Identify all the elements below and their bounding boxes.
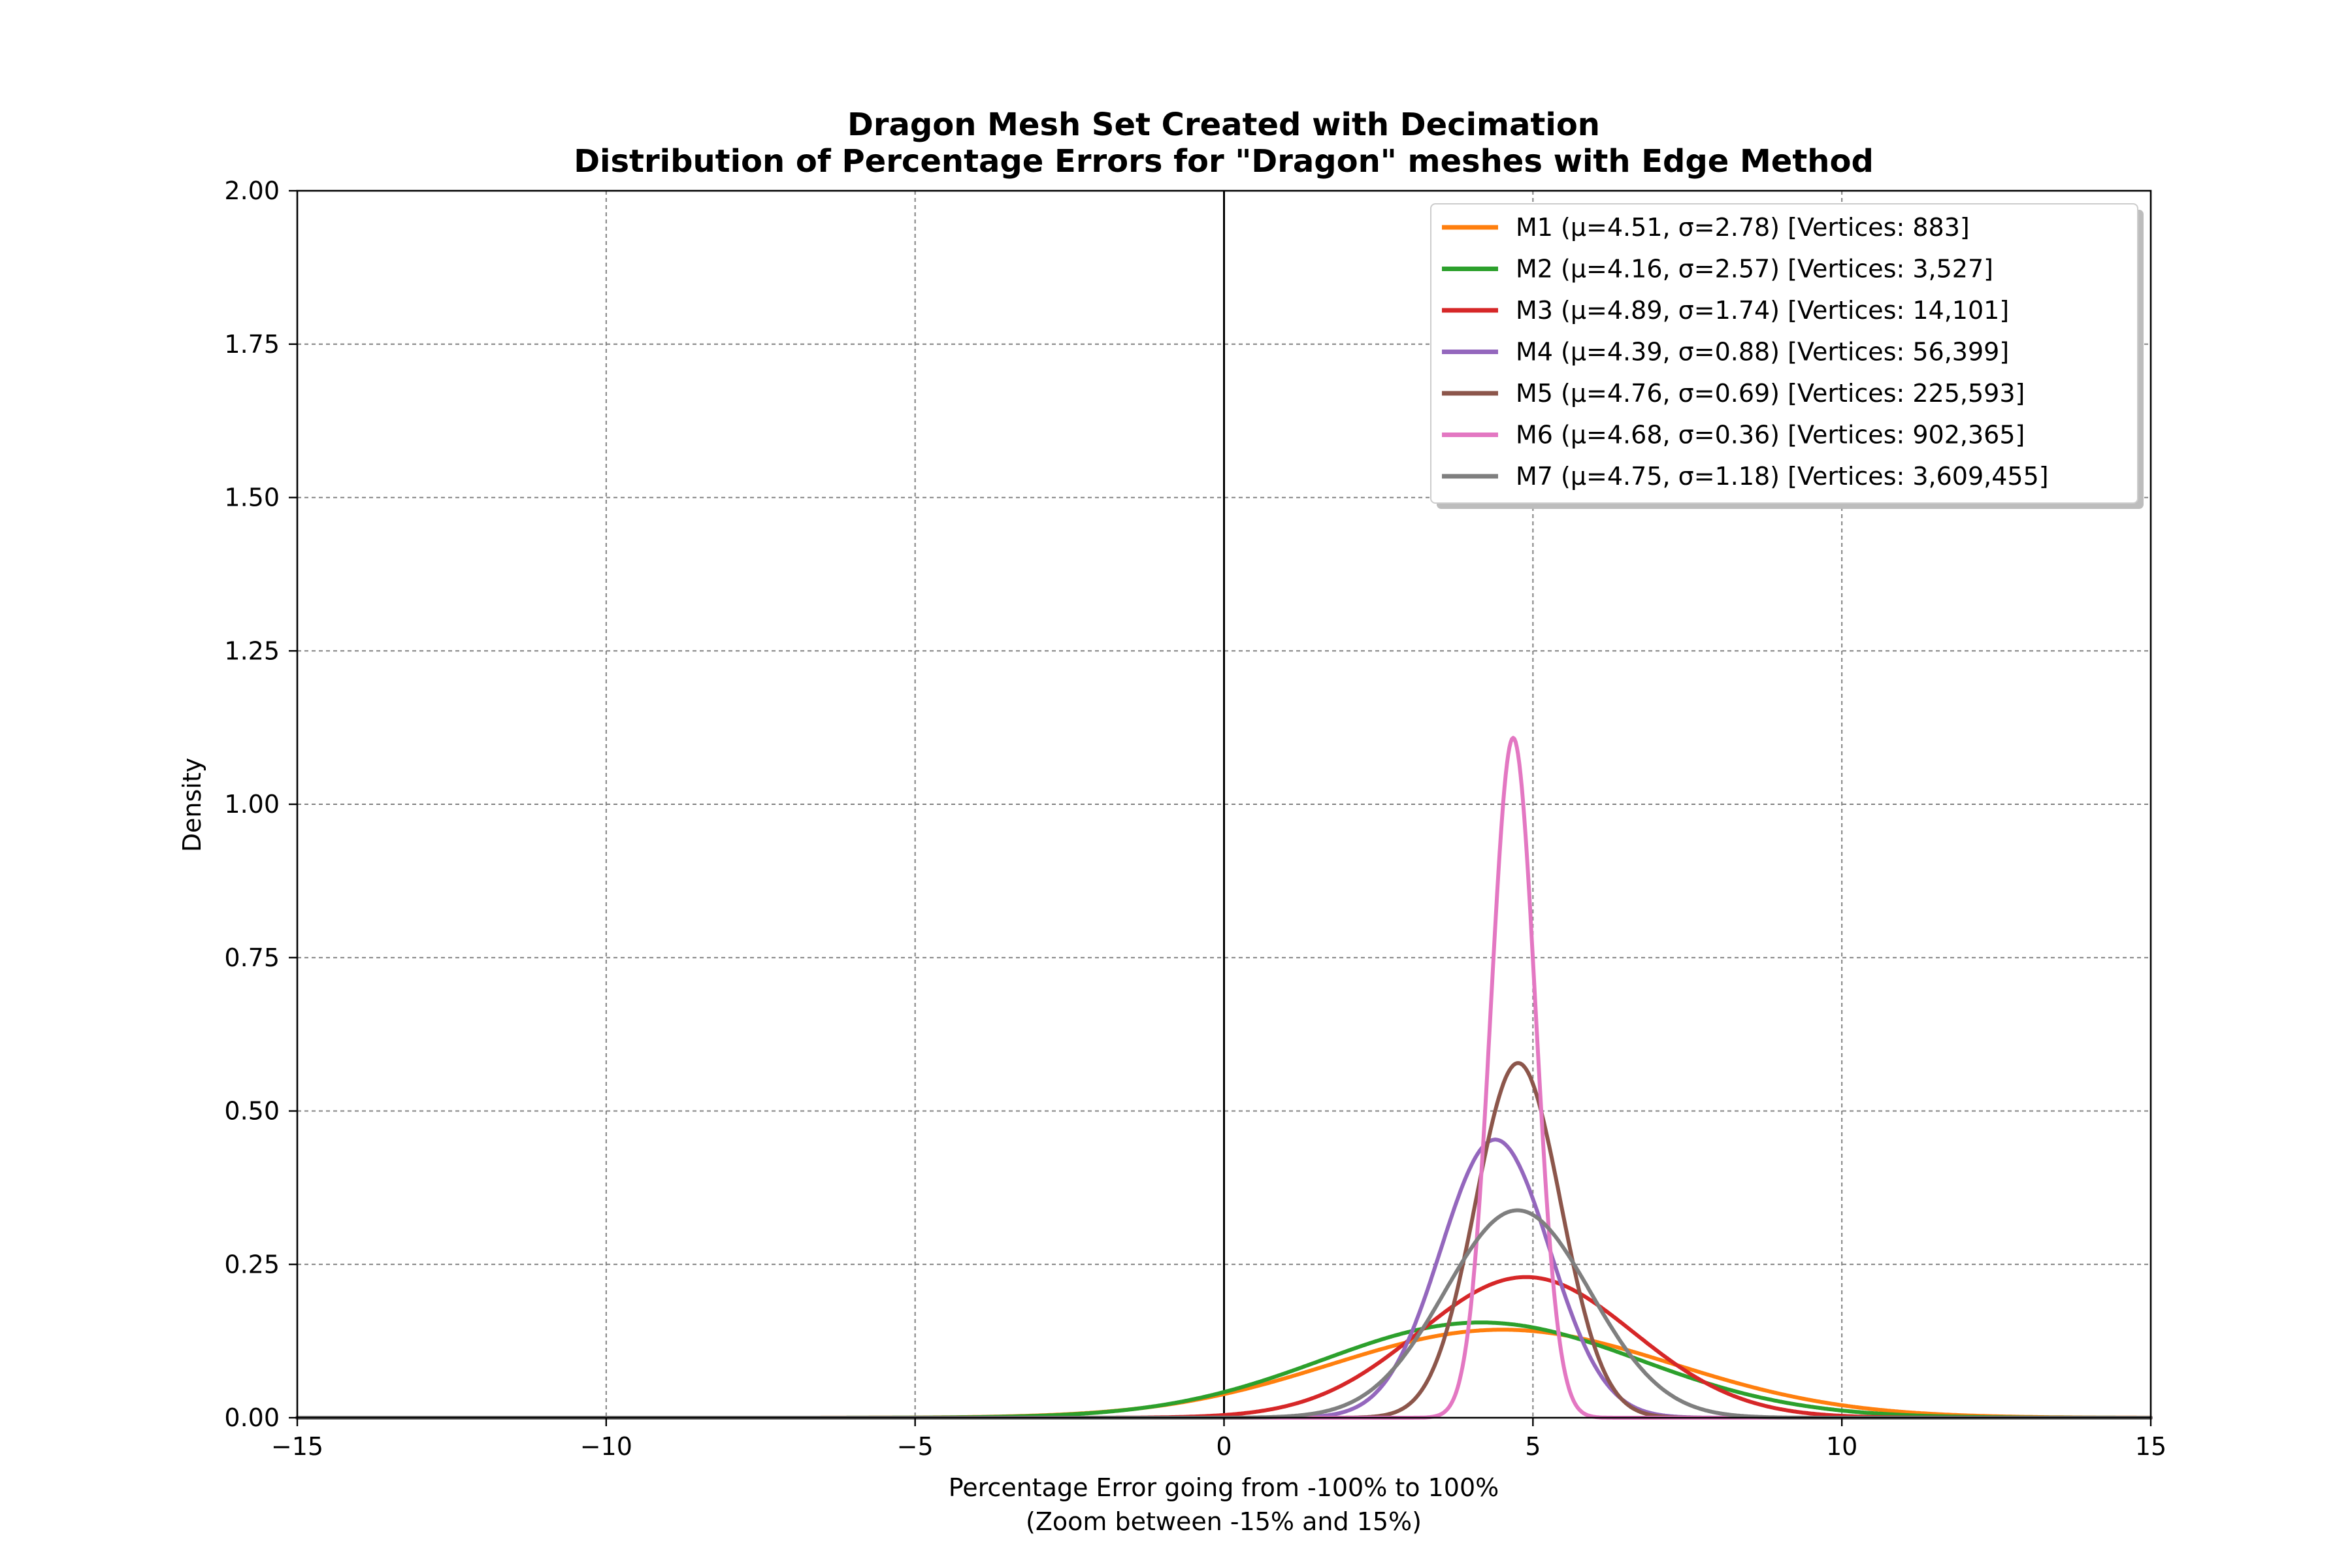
y-tick-label: 1.25: [224, 636, 280, 665]
axis-ticks: −15 −10 −5 0 5 10 15 0.00 0.25 0.50 0.75 1.00 1.25 1.…: [224, 176, 2166, 1461]
legend: M1 (μ=4.51, σ=2.78) [Vertices: 883] M2 (μ…: [1430, 203, 2144, 509]
legend-entry-m2: M2 (μ=4.16, σ=2.57) [Vertices: 3,527]: [1516, 255, 1993, 284]
x-tick-label: −5: [897, 1432, 934, 1461]
y-tick-label: 1.75: [224, 330, 280, 359]
x-axis-sublabel: (Zoom between -15% and 15%): [1026, 1507, 1422, 1536]
y-tick-label: 0.00: [224, 1403, 280, 1432]
y-tick-label: 2.00: [224, 176, 280, 205]
y-tick-label: 0.75: [224, 943, 280, 972]
y-tick-label: 0.50: [224, 1097, 280, 1126]
legend-entry-m3: M3 (μ=4.89, σ=1.74) [Vertices: 14,101]: [1516, 296, 2009, 325]
y-tick-label: 1.50: [224, 483, 280, 512]
x-tick-label: −15: [271, 1432, 323, 1461]
legend-box: [1430, 203, 2138, 504]
x-tick-label: 0: [1216, 1432, 1232, 1461]
legend-entry-m1: M1 (μ=4.51, σ=2.78) [Vertices: 883]: [1516, 213, 1970, 242]
chart-subtitle: Distribution of Percentage Errors for "D…: [574, 143, 1874, 180]
y-tick-label: 0.25: [224, 1250, 280, 1279]
x-tick-label: 5: [1525, 1432, 1541, 1461]
y-axis-label: Density: [178, 758, 206, 852]
legend-entry-m6: M6 (μ=4.68, σ=0.36) [Vertices: 902,365]: [1516, 421, 2025, 449]
chart-title: Dragon Mesh Set Created with Decimation: [847, 106, 1600, 143]
x-tick-label: −10: [580, 1432, 632, 1461]
x-axis-label: Percentage Error going from -100% to 100…: [949, 1473, 1499, 1502]
legend-entry-m4: M4 (μ=4.39, σ=0.88) [Vertices: 56,399]: [1516, 338, 2009, 367]
y-tick-label: 1.00: [224, 790, 280, 819]
legend-entry-m5: M5 (μ=4.76, σ=0.69) [Vertices: 225,593]: [1516, 379, 2025, 408]
legend-entry-m7: M7 (μ=4.75, σ=1.18) [Vertices: 3,609,455…: [1516, 462, 2049, 491]
x-tick-label: 10: [1826, 1432, 1857, 1461]
x-tick-label: 15: [2135, 1432, 2166, 1461]
